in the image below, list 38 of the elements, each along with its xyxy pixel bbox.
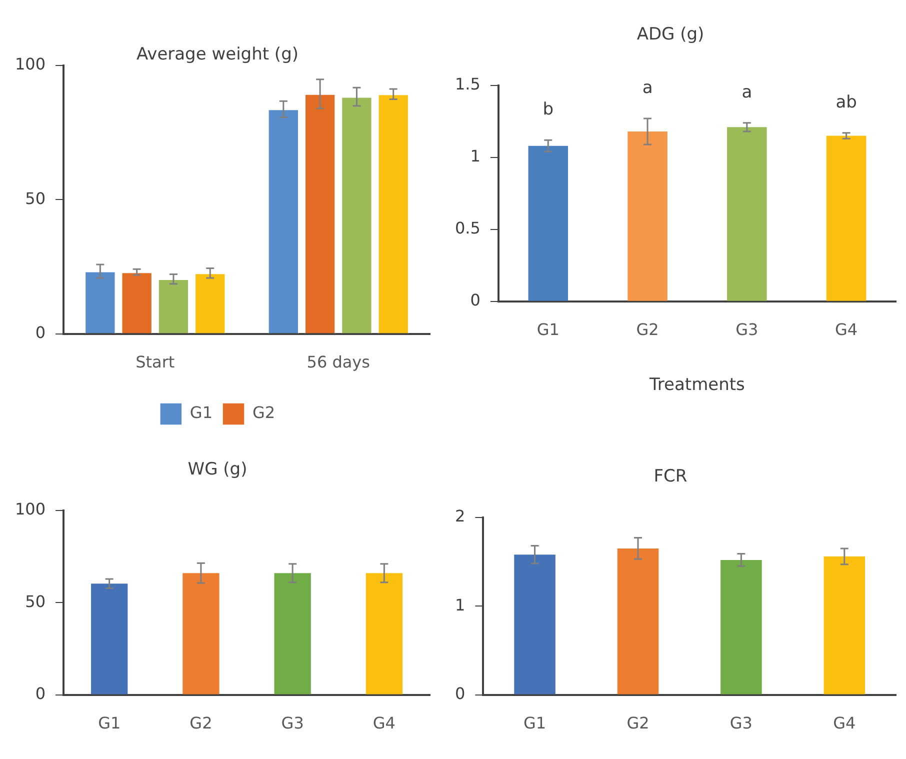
annotation: ab <box>836 92 857 112</box>
x-tick-label: G2 <box>626 714 650 733</box>
y-tick-label: 0 <box>470 290 480 310</box>
y-tick-label: 100 <box>14 54 46 74</box>
y-tick-label: 0 <box>35 684 46 703</box>
x-tick-label: G3 <box>281 714 304 733</box>
x-tick-label: G2 <box>190 714 212 733</box>
y-tick-label: 1.5 <box>454 74 480 94</box>
annotation: b <box>542 100 554 120</box>
x-tick-label: G4 <box>372 714 396 733</box>
x-tick-label: G2 <box>636 320 659 340</box>
y-tick-label: 1 <box>470 146 480 166</box>
y-tick-label: 50 <box>25 188 46 208</box>
chart-title: ADG (g) <box>636 24 704 45</box>
x-tick-label: Start <box>136 352 175 372</box>
y-tick-label: 0 <box>35 322 46 342</box>
y-tick-label: 0.5 <box>454 218 480 238</box>
y-tick-label: 0 <box>454 684 466 703</box>
legend-label: G2 <box>252 403 276 422</box>
y-tick-label: 1 <box>454 595 466 614</box>
annotation: a <box>742 82 752 102</box>
x-axis-title: Treatments <box>648 375 746 396</box>
x-tick-label: G4 <box>833 714 856 733</box>
x-tick-label: G4 <box>835 320 858 340</box>
chart-title: FCR <box>654 466 688 487</box>
x-tick-label: G3 <box>730 714 752 733</box>
legend-label: G1 <box>190 403 212 422</box>
y-tick-label: 100 <box>14 500 46 519</box>
x-tick-label: G3 <box>736 320 758 340</box>
x-tick-label: G1 <box>523 714 546 733</box>
chart-title: Average weight (g) <box>136 44 298 65</box>
x-tick-label: G1 <box>536 320 560 340</box>
x-tick-label: G1 <box>98 714 121 733</box>
chart-title: WG (g) <box>188 460 248 480</box>
y-tick-label: 2 <box>454 506 466 526</box>
annotation: a <box>642 78 653 98</box>
x-tick-label: 56 days <box>306 352 370 372</box>
y-tick-label: 50 <box>25 592 46 611</box>
